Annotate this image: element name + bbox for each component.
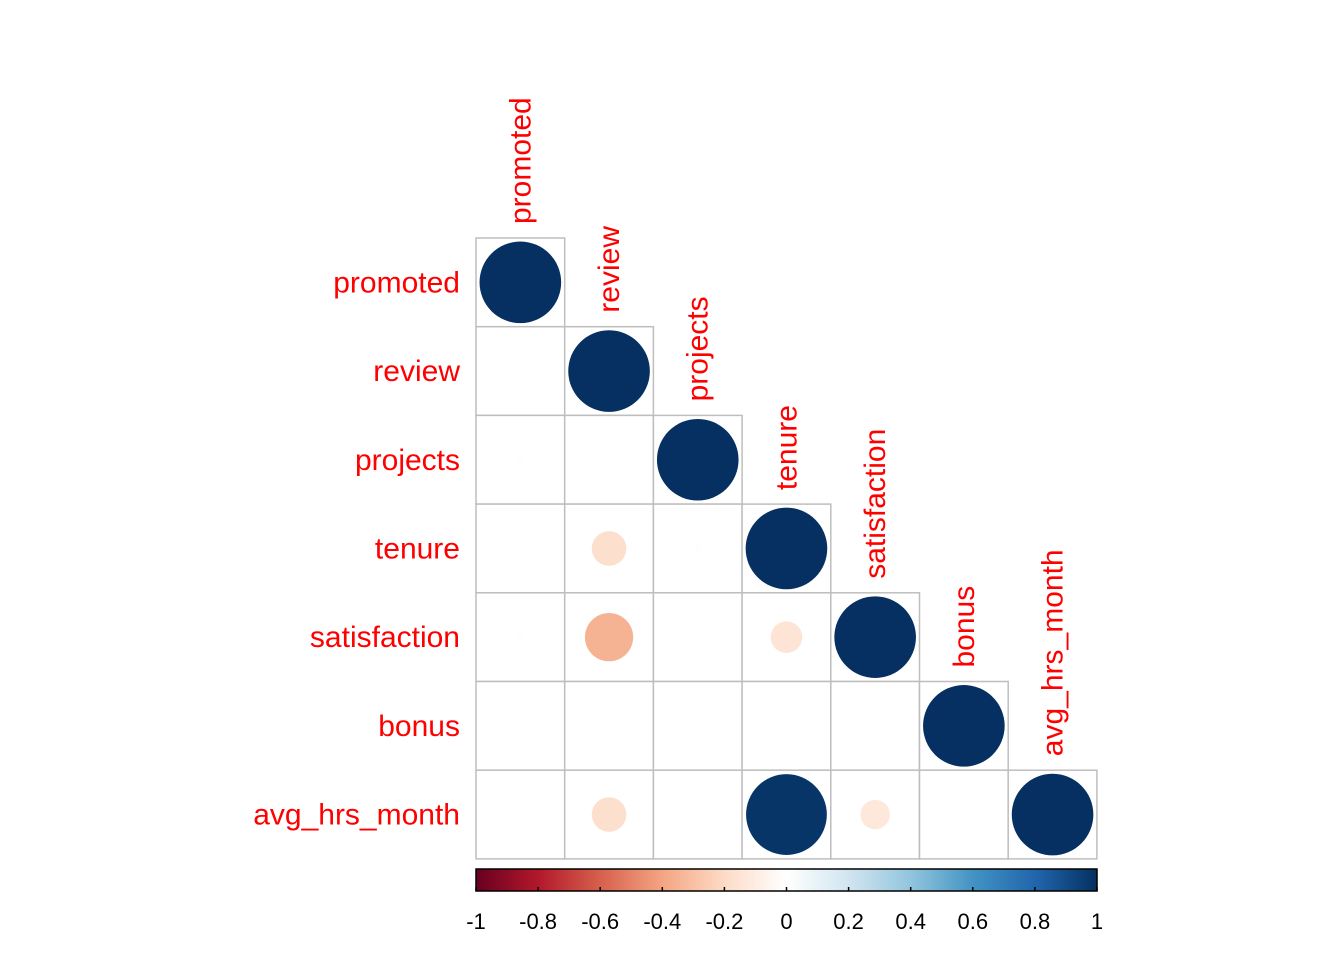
row-label-tenure: tenure (375, 532, 460, 565)
cell-satisfaction-projects (652, 592, 743, 683)
colorbar-tick-label: 1 (1091, 909, 1103, 934)
row-label-bonus: bonus (378, 710, 460, 743)
row-label-promoted: promoted (333, 266, 460, 299)
cell-bonus-satisfaction (830, 680, 921, 771)
circle-satisfaction-tenure (770, 621, 803, 653)
circle-projects-promoted (516, 455, 525, 464)
cell-bonus-projects (652, 680, 743, 771)
colorbar-tick-label: 0.6 (958, 909, 989, 934)
colorbar-tick-label: -0.2 (705, 909, 743, 934)
cell-avg_hrs_month-promoted (475, 769, 566, 860)
circle-avg_hrs_month-tenure (746, 774, 827, 855)
colorbar-tick-label: 0 (780, 909, 792, 934)
circle-avg_hrs_month-avg_hrs_month (1011, 773, 1094, 856)
cell-review-promoted (475, 325, 566, 417)
correlation-circles (479, 241, 1094, 856)
cell-projects-review (563, 414, 655, 505)
colorbar-tick-label: -0.4 (643, 909, 681, 934)
colorbar-tick-label: -0.6 (581, 909, 619, 934)
row-label-satisfaction: satisfaction (310, 621, 460, 654)
column-label-tenure: tenure (770, 405, 803, 490)
circle-satisfaction-review (584, 613, 634, 662)
column-label-avg_hrs_month: avg_hrs_month (1037, 549, 1070, 756)
circle-tenure-projects (693, 544, 702, 553)
circle-avg_hrs_month-review (591, 797, 627, 832)
row-label-projects: projects (355, 444, 460, 477)
cell-bonus-tenure (741, 680, 832, 771)
circle-tenure-review (591, 531, 627, 566)
cell-tenure-promoted (475, 503, 566, 594)
circle-tenure-tenure (745, 507, 828, 590)
circle-satisfaction-promoted (516, 633, 525, 642)
cell-tenure-review (563, 503, 655, 594)
colorbar: -1 -0.8 -0.6 -0.4 -0.2 0 0.2 0.4 0.6 0.8 1 (466, 868, 1103, 934)
column-label-promoted: promoted (504, 97, 537, 224)
row-label-review: review (373, 355, 460, 388)
circle-avg_hrs_month-projects (693, 810, 702, 819)
column-label-review: review (593, 226, 626, 313)
circle-avg_hrs_month-satisfaction (860, 799, 890, 830)
colorbar-tick-label: -0.8 (519, 909, 557, 934)
circle-promoted-promoted (479, 241, 562, 324)
cell-bonus-promoted (475, 680, 566, 771)
column-label-projects: projects (682, 296, 715, 401)
colorbar-tick-label: 0.8 (1020, 909, 1051, 934)
circle-review-review (568, 330, 650, 412)
cell-satisfaction-tenure (741, 592, 832, 683)
colorbar-tick-label: 0.4 (895, 909, 926, 934)
column-label-bonus: bonus (948, 586, 981, 668)
cell-avg_hrs_month-bonus (918, 769, 1009, 860)
circle-satisfaction-satisfaction (834, 596, 916, 678)
column-label-satisfaction: satisfaction (859, 429, 892, 579)
colorbar-ticks: -1 -0.8 -0.6 -0.4 -0.2 0 0.2 0.4 0.6 0.8 1 (466, 887, 1103, 934)
column-labels: promoted review projects tenure satisfaction… (504, 97, 1069, 756)
colorbar-tick-label: -1 (466, 909, 486, 934)
cell-bonus-review (563, 680, 655, 771)
circle-projects-projects (656, 418, 739, 501)
colorbar-tick-label: 0.2 (833, 909, 864, 934)
row-label-avg_hrs_month: avg_hrs_month (253, 799, 460, 832)
circle-bonus-bonus (923, 685, 1005, 767)
row-labels: promoted review projects tenure satisfaction… (253, 266, 460, 831)
